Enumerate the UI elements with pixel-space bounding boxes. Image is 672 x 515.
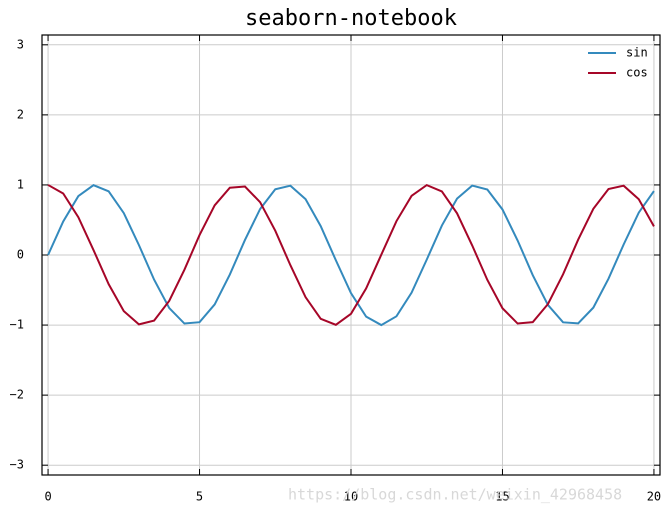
- plot-frame: [41, 34, 661, 476]
- y-tick-label: 2: [17, 107, 24, 121]
- y-tick-label: 3: [17, 37, 24, 51]
- y-tick-label: 0: [17, 248, 24, 262]
- x-tick-label: 20: [647, 490, 661, 504]
- legend-label: sin: [626, 46, 648, 60]
- watermark: https://blog.csdn.net/weixin_42968458: [288, 486, 622, 504]
- y-tick-label: −3: [10, 458, 24, 472]
- x-tick-label: 0: [44, 490, 51, 504]
- chart-title: seaborn-notebook: [245, 6, 457, 31]
- x-tick-label: 10: [344, 490, 358, 504]
- legend-label: cos: [626, 66, 648, 80]
- x-tick-label: 5: [196, 490, 203, 504]
- line-series: [47, 184, 655, 327]
- y-tick-label: −1: [10, 318, 24, 332]
- line-series: [47, 183, 655, 326]
- y-tick-label: 1: [17, 177, 24, 191]
- x-tick-label: 15: [495, 490, 509, 504]
- y-tick-label: −2: [10, 388, 24, 402]
